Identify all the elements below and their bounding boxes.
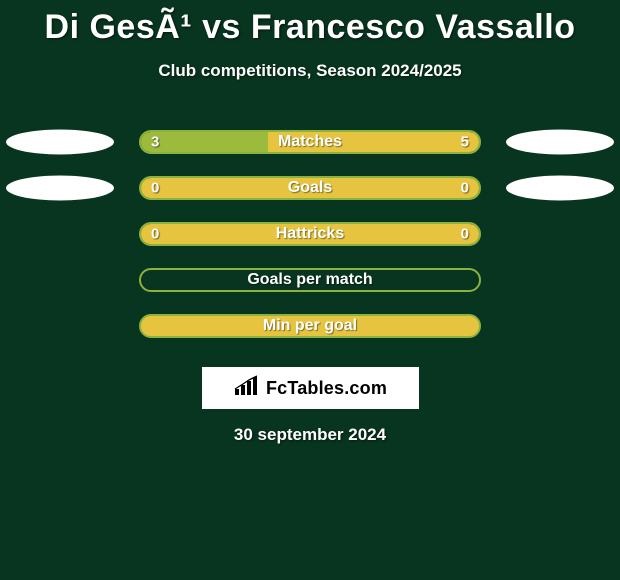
player-left-oval [6,176,114,201]
stat-bar-left-fill [141,178,310,198]
stat-bar-left-fill [141,132,268,152]
stat-row: 35Matches [0,119,620,165]
stat-bar: 00Hattricks [139,222,481,246]
page-title: Di GesÃ¹ vs Francesco Vassallo [0,0,620,47]
stat-bar: Goals per match [139,268,481,292]
stat-bar: Min per goal [139,314,481,338]
player-left-oval [6,130,114,155]
stat-bar: 00Goals [139,176,481,200]
stat-label: Min per goal [141,317,479,335]
stat-label: Goals per match [141,271,479,289]
stat-row: Min per goal [0,303,620,349]
stat-bar-left-fill [141,224,310,244]
stat-bar-right-fill [310,178,479,198]
player-right-oval [506,176,614,201]
stat-rows: 35Matches 00Goals 00Hattricks Goals per mat… [0,119,620,349]
stat-bar-right-fill [268,132,479,152]
page-subtitle: Club competitions, Season 2024/2025 [0,61,620,81]
logo-text: FcTables.com [266,378,387,399]
logo-box: FcTables.com [202,367,419,409]
stat-row: 00Hattricks [0,211,620,257]
stat-bar-right-fill [310,224,479,244]
bar-chart-icon [233,375,261,402]
stat-row: Goals per match [0,257,620,303]
stat-row: 00Goals [0,165,620,211]
footer-date: 30 september 2024 [0,425,620,445]
stat-bar: 35Matches [139,130,481,154]
player-right-oval [506,130,614,155]
